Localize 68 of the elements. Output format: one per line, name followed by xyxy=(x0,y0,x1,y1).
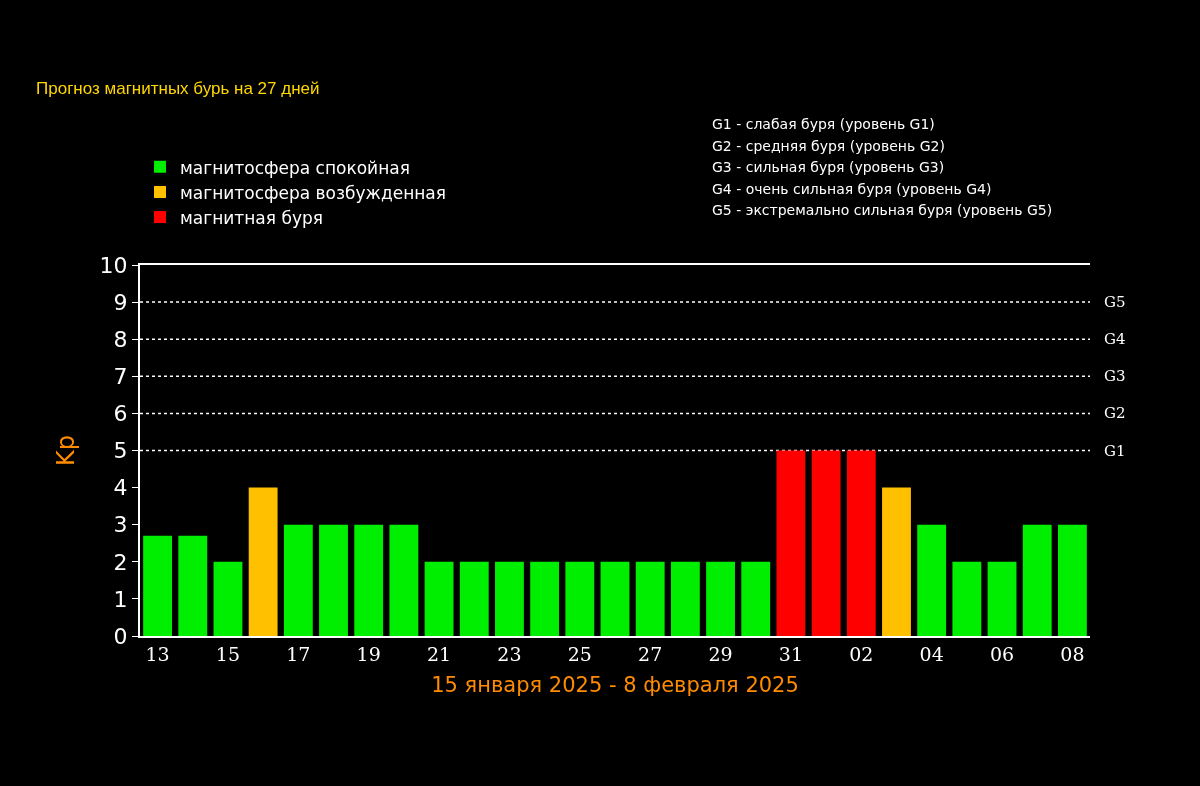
y-tick-label: 10 xyxy=(99,252,128,278)
bar xyxy=(389,524,419,636)
chart-title: Прогноз магнитных бурь на 27 дней xyxy=(36,79,320,99)
y-tick-label: 7 xyxy=(113,364,128,389)
x-tick-label: 17 xyxy=(286,642,311,665)
bar xyxy=(354,524,384,636)
ref-line-label: G4 xyxy=(1104,330,1126,348)
y-tick-label: 3 xyxy=(113,512,128,538)
y-tick-label: 9 xyxy=(113,289,128,315)
x-tick-label: 25 xyxy=(567,642,592,665)
text: G3 - сильная буря (уровень G3) xyxy=(712,159,945,175)
text: G4 - очень сильная буря (уровень G4) xyxy=(712,181,992,197)
y-tick-label: 4 xyxy=(113,475,128,501)
bar xyxy=(1057,524,1087,636)
bar xyxy=(459,561,489,636)
x-tick-label: 31 xyxy=(778,642,804,665)
bar xyxy=(600,561,630,636)
bar xyxy=(811,450,841,636)
bar xyxy=(424,561,454,636)
y-tick-label: 5 xyxy=(113,438,128,464)
bar xyxy=(530,561,560,636)
bar xyxy=(917,524,947,636)
y-tick-label: 2 xyxy=(113,549,128,575)
bar xyxy=(1022,524,1052,636)
bar xyxy=(882,487,911,636)
text: G2 - средняя буря (уровень G2) xyxy=(712,138,945,154)
x-axis-title: 15 января 2025 - 8 февраля 2025 xyxy=(431,673,799,698)
bar xyxy=(706,561,735,636)
bar xyxy=(495,561,524,636)
bar xyxy=(635,561,665,636)
text: G1 - слабая буря (уровень G1) xyxy=(712,116,935,132)
bar xyxy=(776,450,806,636)
bar xyxy=(565,561,595,636)
y-axis-title: Kp xyxy=(52,435,81,466)
ref-line-label: G2 xyxy=(1104,404,1126,422)
bar xyxy=(987,561,1017,636)
x-tick-label: 06 xyxy=(989,642,1015,665)
bar xyxy=(248,487,278,636)
x-tick-label: 15 xyxy=(215,642,241,665)
x-tick-label: 02 xyxy=(849,642,874,665)
bar xyxy=(213,561,243,636)
x-tick-label: 29 xyxy=(708,642,733,665)
x-tick-label: 08 xyxy=(1060,642,1085,665)
y-tick-label: 8 xyxy=(113,326,128,352)
ref-line-label: G5 xyxy=(1104,293,1126,311)
bar xyxy=(319,524,348,636)
bar xyxy=(283,524,313,636)
bar xyxy=(143,535,173,636)
x-tick-label: 21 xyxy=(426,642,452,665)
bar xyxy=(952,561,982,636)
x-tick-label: 23 xyxy=(497,642,522,665)
legend-label: магнитная буря xyxy=(180,207,323,228)
bar xyxy=(178,535,208,636)
legend-label: магнитосфера возбужденная xyxy=(180,182,446,203)
ref-line-label: G3 xyxy=(1104,367,1126,385)
x-tick-label: 13 xyxy=(145,642,170,665)
bar xyxy=(846,450,876,636)
bar xyxy=(670,561,700,636)
x-tick-label: 27 xyxy=(638,642,663,665)
text: G5 - экстремально сильная буря (уровень G5) xyxy=(712,202,1053,218)
y-tick-label: 1 xyxy=(113,586,128,612)
legend-label: магнитосфера спокойная xyxy=(180,157,410,178)
y-tick-label: 0 xyxy=(113,623,128,649)
bar xyxy=(741,561,771,636)
ref-line-label: G1 xyxy=(1104,442,1126,460)
x-tick-label: 19 xyxy=(356,642,381,665)
x-tick-label: 04 xyxy=(919,642,944,665)
y-tick-label: 6 xyxy=(113,401,128,427)
